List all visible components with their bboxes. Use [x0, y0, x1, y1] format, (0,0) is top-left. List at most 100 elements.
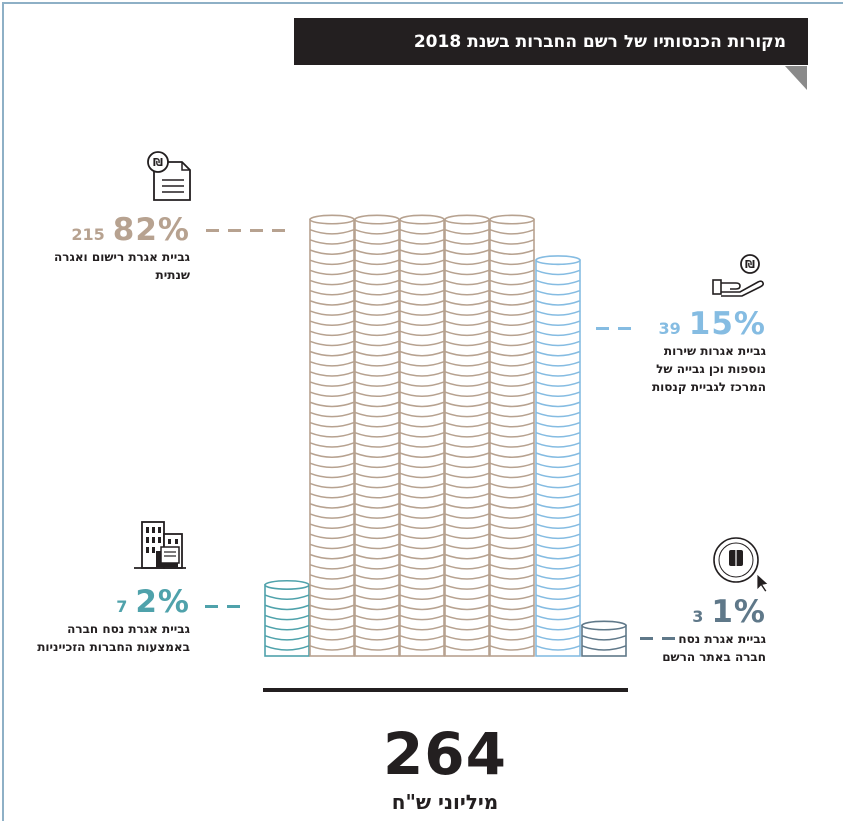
- coin: [354, 574, 400, 580]
- total-unit: מיליוני ש"ח: [391, 790, 499, 814]
- coin: [399, 503, 445, 509]
- coin: [354, 228, 400, 235]
- coin: [489, 330, 535, 337]
- coin: [535, 594, 581, 601]
- franchise-label-line-2: באמצעות החברות הזכייניות: [37, 640, 190, 654]
- coin: [309, 340, 355, 347]
- coin: [309, 482, 355, 489]
- coin: [444, 330, 490, 337]
- coin: [399, 360, 445, 367]
- coin: [489, 634, 535, 641]
- coin: [489, 360, 535, 367]
- coin: [309, 279, 355, 286]
- coin: [399, 594, 445, 601]
- coin: [399, 249, 445, 255]
- coin: [489, 320, 535, 326]
- coin: [535, 289, 581, 296]
- coin: [399, 411, 445, 418]
- coin: [264, 594, 310, 601]
- coin: [444, 279, 490, 286]
- coin: [354, 259, 400, 266]
- coin: [444, 320, 490, 326]
- coin: [264, 614, 310, 621]
- coin: [354, 269, 400, 276]
- coin: [399, 574, 445, 580]
- coin: [444, 624, 490, 631]
- coin: [444, 239, 490, 245]
- coin: [489, 574, 535, 580]
- coin-stack-registration: [489, 214, 535, 657]
- coin-stack-top: [444, 214, 490, 225]
- coin: [309, 391, 355, 398]
- coin: [399, 269, 445, 276]
- coin: [489, 300, 535, 306]
- coin: [399, 645, 445, 651]
- coin-stack-registration: [309, 214, 355, 657]
- coin: [399, 279, 445, 286]
- coin: [489, 492, 535, 499]
- coin: [535, 513, 581, 519]
- coin: [399, 350, 445, 357]
- coin: [309, 431, 355, 438]
- coin: [444, 360, 490, 367]
- coin: [399, 381, 445, 387]
- coin: [535, 492, 581, 499]
- coin: [354, 289, 400, 296]
- coin: [489, 452, 535, 458]
- coin: [444, 401, 490, 408]
- services-leader-line: [596, 327, 632, 330]
- total-block: 264 מיליוני ש"ח: [300, 718, 590, 814]
- coin: [489, 604, 535, 611]
- coin-stack-top: [264, 579, 310, 590]
- coin: [354, 452, 400, 458]
- coin: [309, 523, 355, 529]
- coin: [399, 584, 445, 590]
- coin: [354, 371, 400, 377]
- coin: [535, 381, 581, 387]
- coin: [444, 310, 490, 316]
- coin: [489, 594, 535, 601]
- coin-stack-top: [354, 214, 400, 225]
- coin: [309, 594, 355, 601]
- coin: [489, 442, 535, 448]
- coin: [535, 350, 581, 357]
- coin-stack-top: [309, 214, 355, 225]
- coin: [535, 371, 581, 377]
- coin: [535, 614, 581, 621]
- coin: [309, 249, 355, 255]
- coin: [264, 624, 310, 631]
- coin: [489, 482, 535, 489]
- coin: [444, 289, 490, 296]
- coin: [354, 482, 400, 489]
- coin: [309, 350, 355, 357]
- coin: [535, 574, 581, 580]
- coin: [444, 584, 490, 590]
- coin: [354, 594, 400, 601]
- coin: [444, 340, 490, 347]
- coin: [489, 411, 535, 418]
- total-value: 264: [382, 720, 508, 788]
- coin: [444, 563, 490, 570]
- coin: [309, 543, 355, 550]
- coin: [444, 645, 490, 651]
- coin: [444, 381, 490, 387]
- coin: [309, 371, 355, 377]
- coin: [535, 503, 581, 509]
- coin: [354, 513, 400, 519]
- coin: [535, 553, 581, 560]
- coin: [535, 523, 581, 529]
- coin: [399, 533, 445, 540]
- coin: [354, 563, 400, 570]
- coin: [354, 584, 400, 590]
- coin: [309, 604, 355, 611]
- coin: [489, 533, 535, 540]
- coin: [354, 360, 400, 367]
- coin: [309, 239, 355, 245]
- coin: [444, 614, 490, 621]
- coin: [399, 330, 445, 337]
- coin: [535, 472, 581, 479]
- coin: [309, 259, 355, 266]
- coin: [399, 421, 445, 428]
- coin: [535, 563, 581, 570]
- coin: [444, 503, 490, 509]
